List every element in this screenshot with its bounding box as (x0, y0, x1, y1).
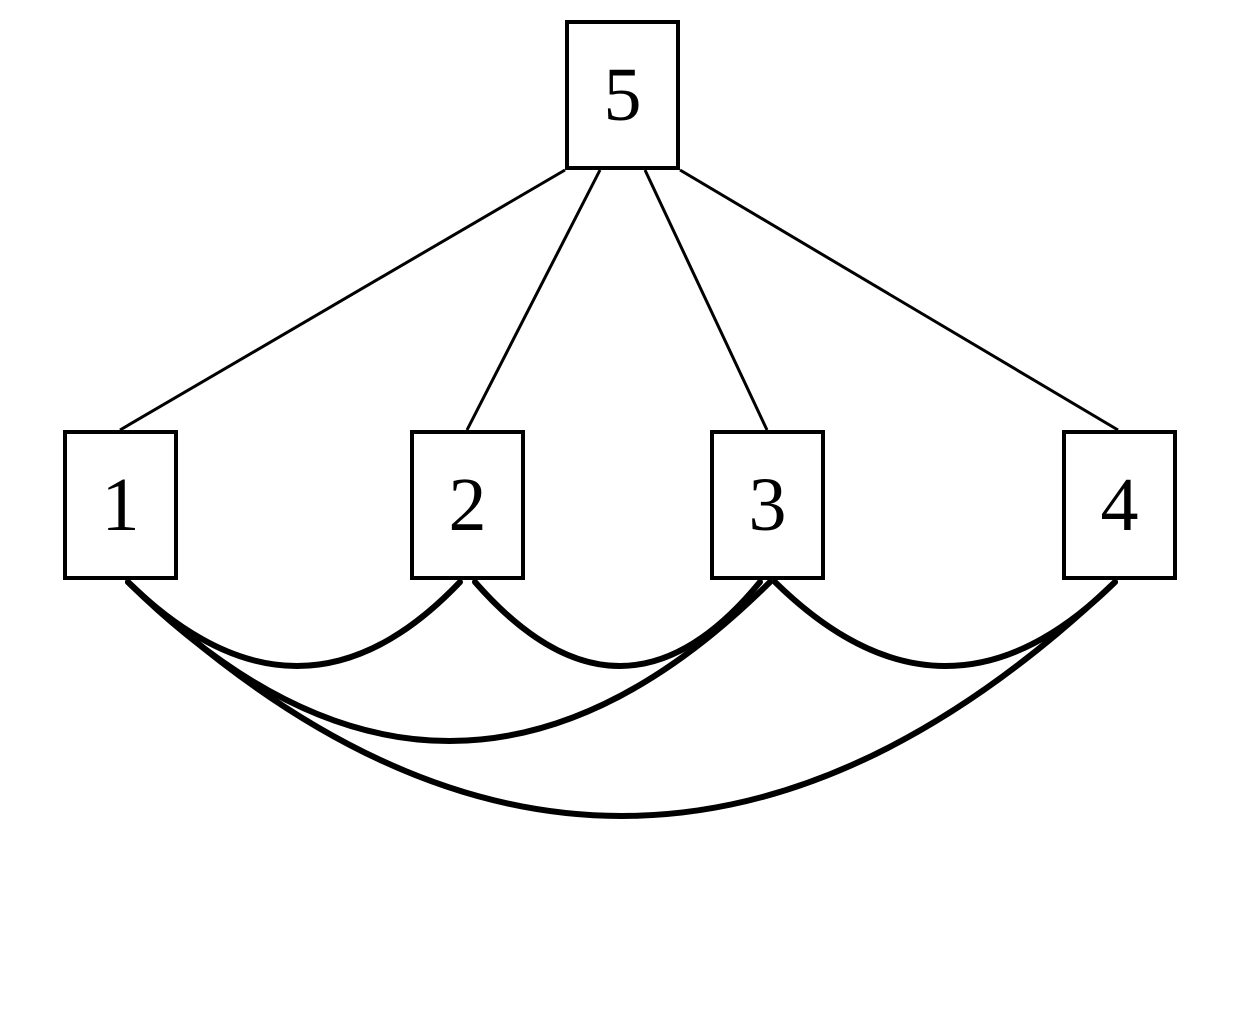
node-4: 4 (1062, 430, 1177, 580)
curve-n1-n3 (128, 582, 770, 741)
node-label: 5 (604, 52, 642, 139)
edge-n5-n2 (467, 170, 600, 430)
node-2: 2 (410, 430, 525, 580)
node-label: 2 (449, 462, 487, 549)
node-5: 5 (565, 20, 680, 170)
node-3: 3 (710, 430, 825, 580)
diagram-container: 5 1 2 3 4 (0, 0, 1240, 1020)
node-label: 3 (749, 462, 787, 549)
curve-n2-n3 (475, 582, 760, 666)
node-label: 1 (102, 462, 140, 549)
curve-n1-n2 (128, 582, 460, 666)
edge-n5-n1 (120, 170, 565, 430)
curve-n1-n4 (128, 582, 1115, 816)
edge-n5-n3 (645, 170, 767, 430)
node-1: 1 (63, 430, 178, 580)
node-label: 4 (1101, 462, 1139, 549)
curve-n3-n4 (775, 582, 1115, 666)
edge-n5-n4 (680, 170, 1118, 430)
